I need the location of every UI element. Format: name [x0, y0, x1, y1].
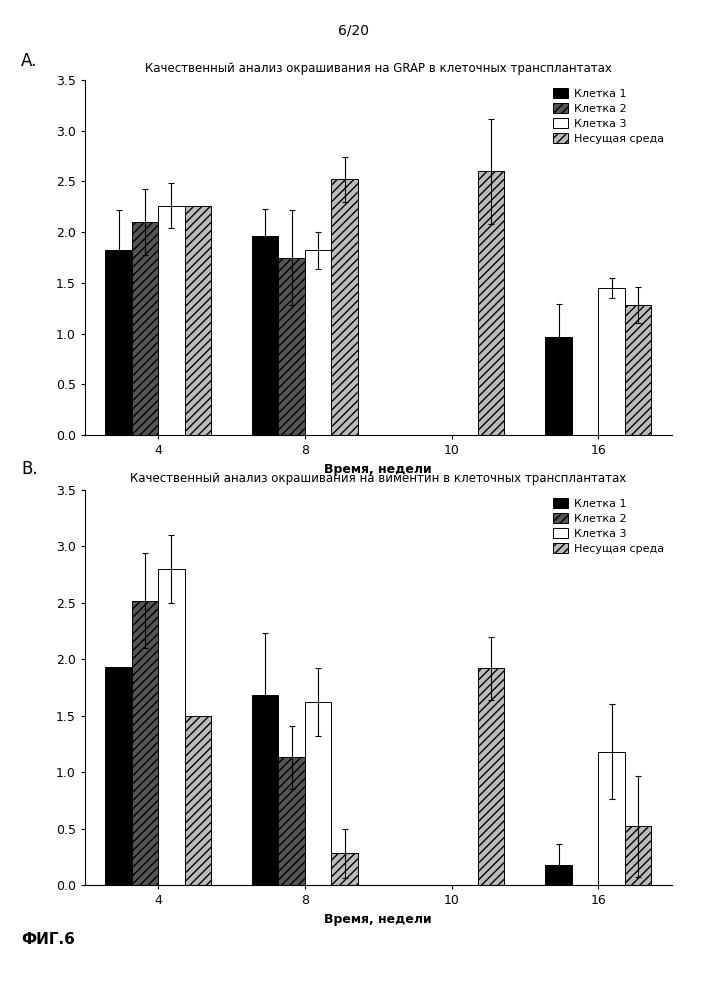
Bar: [305, 702, 332, 885]
Title: Качественный анализ окрашивания на виментин в клеточных трансплантатах: Качественный анализ окрашивания на вимен…: [130, 472, 626, 485]
Bar: [332, 853, 358, 885]
Bar: [546, 865, 572, 885]
Bar: [158, 569, 185, 885]
Text: 6/20: 6/20: [338, 23, 369, 37]
Bar: [185, 206, 211, 435]
Bar: [305, 250, 332, 435]
Bar: [625, 826, 651, 885]
Text: A.: A.: [21, 52, 37, 70]
Bar: [252, 236, 279, 435]
Text: B.: B.: [21, 460, 38, 478]
Bar: [105, 250, 132, 435]
Bar: [279, 257, 305, 435]
Bar: [598, 288, 625, 435]
Bar: [546, 337, 572, 435]
Bar: [598, 752, 625, 885]
Bar: [332, 179, 358, 435]
Text: ФИГ.6: ФИГ.6: [21, 932, 75, 947]
Bar: [625, 305, 651, 435]
Bar: [158, 206, 185, 435]
Bar: [132, 222, 158, 435]
Legend: Клетка 1, Клетка 2, Клетка 3, Несущая среда: Клетка 1, Клетка 2, Клетка 3, Несущая ср…: [551, 86, 666, 146]
Bar: [132, 601, 158, 885]
Bar: [279, 757, 305, 885]
Bar: [252, 695, 279, 885]
Bar: [105, 667, 132, 885]
Legend: Клетка 1, Клетка 2, Клетка 3, Несущая среда: Клетка 1, Клетка 2, Клетка 3, Несущая ср…: [551, 496, 666, 556]
X-axis label: Время, недели: Время, недели: [325, 913, 432, 926]
X-axis label: Время, недели: Время, недели: [325, 463, 432, 476]
Bar: [478, 171, 504, 435]
Title: Качественный анализ окрашивания на GRAP в клеточных трансплантатах: Качественный анализ окрашивания на GRAP …: [145, 62, 612, 75]
Bar: [185, 716, 211, 885]
Bar: [478, 668, 504, 885]
